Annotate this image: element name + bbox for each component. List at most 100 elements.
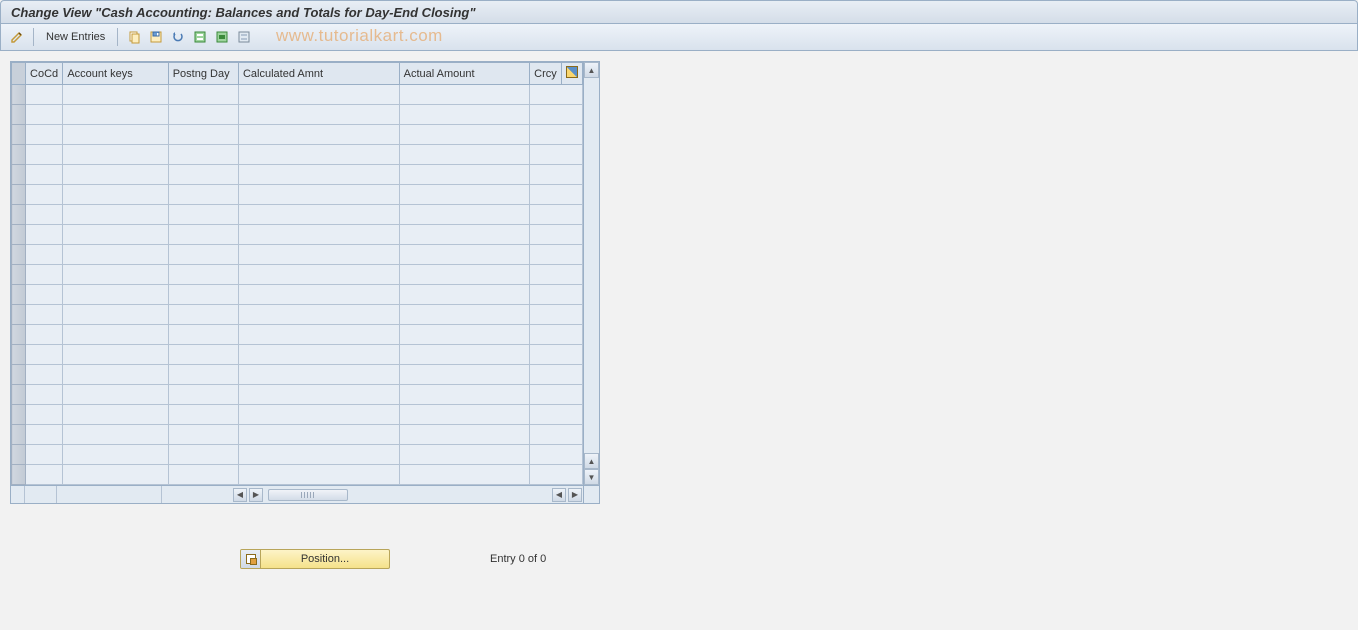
table-row[interactable] bbox=[12, 425, 583, 445]
cell-postng-day[interactable] bbox=[168, 125, 238, 145]
cell-crcy[interactable] bbox=[530, 345, 583, 365]
cell-postng-day[interactable] bbox=[168, 205, 238, 225]
column-header-calculated-amnt[interactable]: Calculated Amnt bbox=[238, 63, 399, 85]
cell-cocd[interactable] bbox=[26, 165, 63, 185]
cell-cocd[interactable] bbox=[26, 105, 63, 125]
cell-crcy[interactable] bbox=[530, 385, 583, 405]
cell-account-keys[interactable] bbox=[63, 325, 168, 345]
cell-postng-day[interactable] bbox=[168, 145, 238, 165]
cell-crcy[interactable] bbox=[530, 125, 583, 145]
table-row[interactable] bbox=[12, 465, 583, 485]
row-selector[interactable] bbox=[12, 285, 26, 305]
cell-postng-day[interactable] bbox=[168, 425, 238, 445]
table-row[interactable] bbox=[12, 205, 583, 225]
scroll-down-button[interactable]: ▼ bbox=[584, 469, 599, 485]
cell-actual-amount[interactable] bbox=[399, 345, 530, 365]
cell-cocd[interactable] bbox=[26, 325, 63, 345]
cell-account-keys[interactable] bbox=[63, 445, 168, 465]
table-row[interactable] bbox=[12, 445, 583, 465]
table-row[interactable] bbox=[12, 265, 583, 285]
cell-account-keys[interactable] bbox=[63, 165, 168, 185]
cell-actual-amount[interactable] bbox=[399, 365, 530, 385]
cell-actual-amount[interactable] bbox=[399, 105, 530, 125]
cell-crcy[interactable] bbox=[530, 205, 583, 225]
cell-actual-amount[interactable] bbox=[399, 265, 530, 285]
cell-actual-amount[interactable] bbox=[399, 205, 530, 225]
cell-calculated-amnt[interactable] bbox=[238, 465, 399, 485]
cell-postng-day[interactable] bbox=[168, 265, 238, 285]
cell-calculated-amnt[interactable] bbox=[238, 425, 399, 445]
scroll-up-step-button[interactable]: ▲ bbox=[584, 453, 599, 469]
cell-cocd[interactable] bbox=[26, 85, 63, 105]
cell-cocd[interactable] bbox=[26, 305, 63, 325]
cell-actual-amount[interactable] bbox=[399, 325, 530, 345]
column-header-account-keys[interactable]: Account keys bbox=[63, 63, 168, 85]
table-row[interactable] bbox=[12, 365, 583, 385]
cell-account-keys[interactable] bbox=[63, 385, 168, 405]
cell-calculated-amnt[interactable] bbox=[238, 445, 399, 465]
row-selector[interactable] bbox=[12, 265, 26, 285]
cell-account-keys[interactable] bbox=[63, 85, 168, 105]
hscroll-right-button[interactable]: ▶ bbox=[568, 488, 582, 502]
cell-actual-amount[interactable] bbox=[399, 145, 530, 165]
cell-account-keys[interactable] bbox=[63, 125, 168, 145]
cell-calculated-amnt[interactable] bbox=[238, 185, 399, 205]
cell-calculated-amnt[interactable] bbox=[238, 165, 399, 185]
table-row[interactable] bbox=[12, 85, 583, 105]
table-row[interactable] bbox=[12, 325, 583, 345]
cell-crcy[interactable] bbox=[530, 365, 583, 385]
cell-actual-amount[interactable] bbox=[399, 125, 530, 145]
cell-cocd[interactable] bbox=[26, 285, 63, 305]
table-row[interactable] bbox=[12, 125, 583, 145]
cell-calculated-amnt[interactable] bbox=[238, 105, 399, 125]
table-row[interactable] bbox=[12, 105, 583, 125]
cell-account-keys[interactable] bbox=[63, 185, 168, 205]
cell-crcy[interactable] bbox=[530, 445, 583, 465]
cell-cocd[interactable] bbox=[26, 465, 63, 485]
cell-postng-day[interactable] bbox=[168, 225, 238, 245]
cell-postng-day[interactable] bbox=[168, 105, 238, 125]
cell-actual-amount[interactable] bbox=[399, 465, 530, 485]
cell-actual-amount[interactable] bbox=[399, 445, 530, 465]
cell-cocd[interactable] bbox=[26, 125, 63, 145]
row-selector[interactable] bbox=[12, 385, 26, 405]
cell-postng-day[interactable] bbox=[168, 405, 238, 425]
cell-cocd[interactable] bbox=[26, 385, 63, 405]
cell-calculated-amnt[interactable] bbox=[238, 385, 399, 405]
row-selector[interactable] bbox=[12, 165, 26, 185]
column-header-cocd[interactable]: CoCd bbox=[26, 63, 63, 85]
cell-actual-amount[interactable] bbox=[399, 425, 530, 445]
row-selector[interactable] bbox=[12, 85, 26, 105]
cell-actual-amount[interactable] bbox=[399, 285, 530, 305]
cell-calculated-amnt[interactable] bbox=[238, 265, 399, 285]
cell-crcy[interactable] bbox=[530, 265, 583, 285]
row-selector[interactable] bbox=[12, 445, 26, 465]
table-row[interactable] bbox=[12, 305, 583, 325]
cell-account-keys[interactable] bbox=[63, 285, 168, 305]
column-header-actual-amount[interactable]: Actual Amount bbox=[399, 63, 530, 85]
column-header-postng-day[interactable]: Postng Day bbox=[168, 63, 238, 85]
table-row[interactable] bbox=[12, 385, 583, 405]
cell-actual-amount[interactable] bbox=[399, 405, 530, 425]
configure-icon[interactable] bbox=[566, 66, 578, 78]
cell-account-keys[interactable] bbox=[63, 425, 168, 445]
cell-actual-amount[interactable] bbox=[399, 305, 530, 325]
cell-account-keys[interactable] bbox=[63, 365, 168, 385]
cell-cocd[interactable] bbox=[26, 345, 63, 365]
cell-cocd[interactable] bbox=[26, 405, 63, 425]
save-variant-icon[interactable] bbox=[148, 29, 164, 45]
cell-cocd[interactable] bbox=[26, 225, 63, 245]
cell-crcy[interactable] bbox=[530, 105, 583, 125]
scroll-up-button[interactable]: ▲ bbox=[584, 62, 599, 78]
table-row[interactable] bbox=[12, 405, 583, 425]
cell-actual-amount[interactable] bbox=[399, 225, 530, 245]
cell-actual-amount[interactable] bbox=[399, 85, 530, 105]
column-header-crcy[interactable]: Crcy bbox=[530, 63, 562, 85]
row-selector[interactable] bbox=[12, 205, 26, 225]
cell-cocd[interactable] bbox=[26, 365, 63, 385]
cell-crcy[interactable] bbox=[530, 285, 583, 305]
cell-actual-amount[interactable] bbox=[399, 245, 530, 265]
cell-actual-amount[interactable] bbox=[399, 165, 530, 185]
cell-account-keys[interactable] bbox=[63, 205, 168, 225]
hscroll-left-button[interactable]: ◀ bbox=[233, 488, 247, 502]
